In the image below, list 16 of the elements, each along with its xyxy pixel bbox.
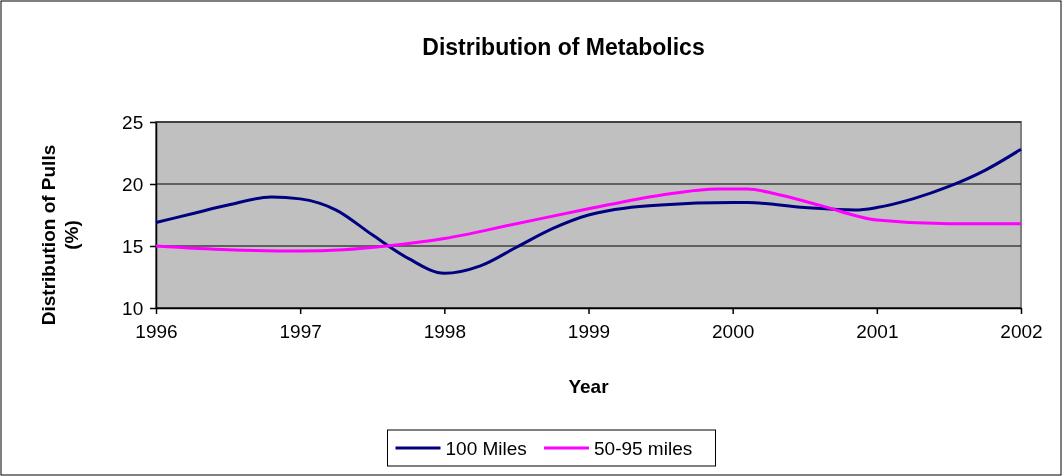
x-axis-title: Year — [568, 376, 610, 397]
legend-label: 50-95 miles — [594, 438, 693, 459]
x-tick-label: 1996 — [135, 320, 178, 342]
x-tick-label: 1999 — [567, 320, 611, 342]
y-axis-title: Distribution of Pulls (%) — [38, 144, 82, 326]
y-tick-label: 15 — [122, 235, 144, 257]
y-tick-label: 20 — [122, 173, 144, 195]
y-tick-label: 25 — [122, 111, 144, 133]
x-tick-label: 1997 — [279, 320, 322, 342]
x-tick-label: 2001 — [856, 320, 899, 342]
legend-label: 100 Miles — [445, 438, 527, 459]
chart-title: Distribution of Metabolics — [422, 34, 705, 60]
x-tick-label: 1998 — [423, 320, 466, 342]
x-tick-label: 2000 — [712, 320, 755, 342]
x-tick-label: 2002 — [1000, 320, 1043, 342]
y-tick-label: 10 — [122, 297, 144, 319]
